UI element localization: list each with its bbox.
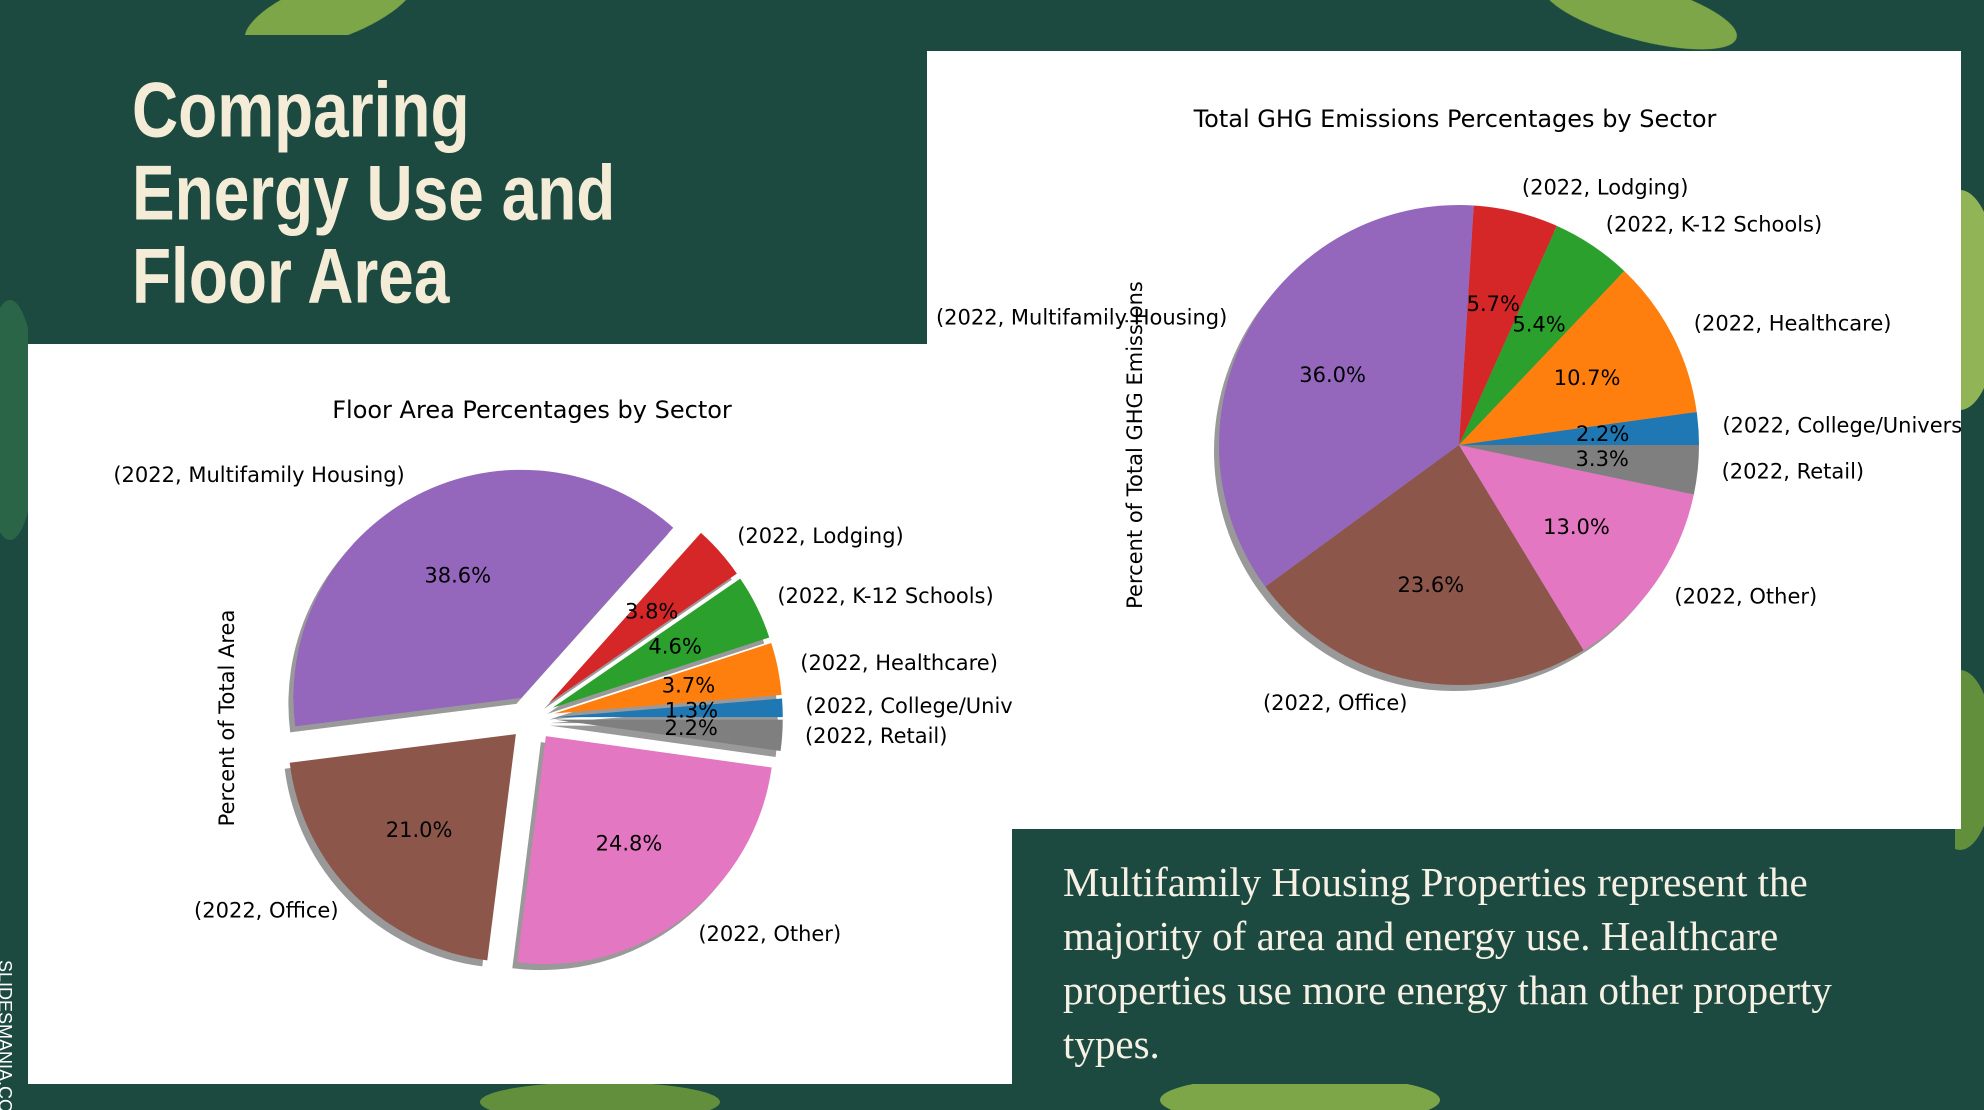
value-label: 2.2% [665,716,718,740]
chart-title: Total GHG Emissions Percentages by Secto… [1193,105,1717,133]
pie-slice [1459,411,1699,445]
value-label: 36.0% [1299,363,1366,387]
pie-slice [554,719,783,751]
slice-label: (2022, Retail) [805,724,948,748]
pie-slice [552,578,770,708]
body-text: Multifamily Housing Properties represent… [1063,859,1832,1067]
chart: Floor Area Percentages by Sector Percent … [113,396,1012,971]
slice-label: (2022, Lodging) [1522,176,1689,200]
pie-slice [289,734,516,961]
value-label: 24.8% [596,832,663,856]
slice-label: (2022, Lodging) [737,524,904,548]
y-axis-label: Percent of Total Area [215,610,239,827]
pie-slice [1459,445,1699,495]
value-label: 21.0% [386,818,453,842]
pie-slice [293,469,674,727]
slice-label: (2022, Office) [194,898,338,922]
value-label: 3.3% [1576,447,1629,471]
pie-slice [1459,445,1694,651]
value-label: 13.0% [1543,515,1610,539]
value-label: 5.4% [1512,312,1565,336]
chart: Total GHG Emissions Percentages by Secto… [936,105,1962,715]
slice-label: (2022, K-12 Schools) [777,584,993,608]
text-box [1013,829,1955,1084]
value-label: 2.2% [1576,422,1629,446]
y-axis-label: Percent of Total GHG Emissions [1123,281,1147,609]
value-label: 10.7% [1554,366,1621,390]
slice-label: (2022, K-12 Schools) [1606,213,1822,237]
value-label: 38.6% [424,564,491,588]
slide-title: Comparing Energy Use and Floor Area [132,67,615,320]
value-label: 3.8% [625,599,678,623]
slice-label: (2022, College/Univ [805,694,1012,718]
slice-label: (2022, Multifamily Housing) [113,463,404,487]
title-line: Floor Area [132,233,451,320]
title-box [28,35,926,344]
slice-label: (2022, Office) [1263,691,1407,715]
slice-label: (2022, Healthcare) [800,651,998,675]
pie-slice [1459,270,1697,445]
chart-title: Floor Area Percentages by Sector [332,396,732,424]
pie-slice [549,532,737,703]
pie-slice [1459,205,1557,445]
pie-slice [517,736,772,965]
pie-slice [1265,445,1584,685]
title-line: Comparing [132,67,470,154]
title-line: Energy Use and [132,150,615,237]
slice-label: (2022, College/Univers [1722,414,1962,438]
pie-slice [1218,204,1474,587]
watermark: SLIDESMANIA.CO [0,960,15,1110]
slice-label: (2022, Other) [698,922,841,946]
value-label: 4.6% [648,634,701,658]
value-label: 5.7% [1467,292,1520,316]
pie-slice [1459,225,1625,445]
slice-label: (2022, Retail) [1722,459,1865,483]
slice-label: (2022, Other) [1674,585,1817,609]
value-label: 23.6% [1398,573,1465,597]
slice-label: (2022, Multifamily Housing) [936,305,1227,329]
pie-slice [554,643,782,714]
pie-slice [554,698,783,718]
value-label: 3.7% [662,674,715,698]
slice-label: (2022, Healthcare) [1694,311,1892,335]
value-label: 1.3% [665,698,718,722]
